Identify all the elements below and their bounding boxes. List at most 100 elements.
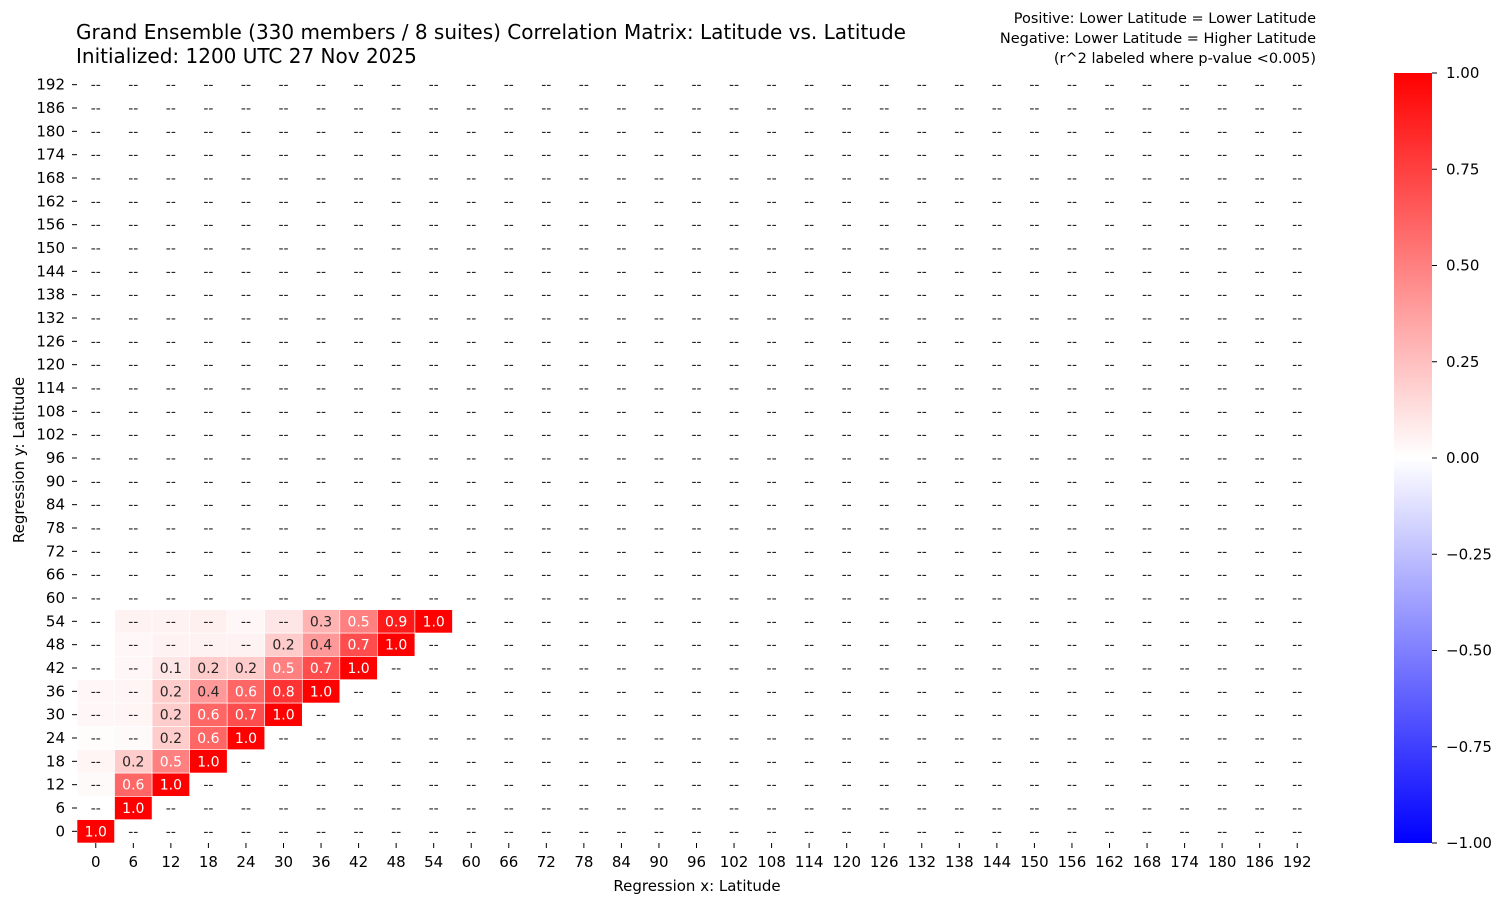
cell-missing-label: -- bbox=[1180, 544, 1190, 560]
cell-missing-label: -- bbox=[429, 171, 439, 187]
cell-missing-label: -- bbox=[992, 78, 1002, 94]
cell-missing-label: -- bbox=[1292, 731, 1302, 747]
cell-value-label: 0.2 bbox=[160, 708, 182, 724]
cell-missing-label: -- bbox=[1029, 614, 1039, 630]
cell-missing-label: -- bbox=[429, 194, 439, 210]
cell-missing-label: -- bbox=[203, 358, 213, 374]
cell-missing-label: -- bbox=[429, 801, 439, 817]
cell-missing-label: -- bbox=[1029, 754, 1039, 770]
cell-missing-label: -- bbox=[316, 451, 326, 467]
cell-missing-label: -- bbox=[842, 404, 852, 420]
cell-missing-label: -- bbox=[466, 218, 476, 234]
cell-missing-label: -- bbox=[879, 824, 889, 840]
cell-missing-label: -- bbox=[616, 591, 626, 607]
cell-missing-label: -- bbox=[729, 358, 739, 374]
cell-missing-label: -- bbox=[1104, 171, 1114, 187]
cell-missing-label: -- bbox=[128, 334, 138, 350]
cell-missing-label: -- bbox=[691, 521, 701, 537]
cell-missing-label: -- bbox=[804, 311, 814, 327]
cell-missing-label: -- bbox=[278, 334, 288, 350]
cell-missing-label: -- bbox=[1104, 544, 1114, 560]
cell-missing-label: -- bbox=[504, 404, 514, 420]
cell-missing-label: -- bbox=[166, 568, 176, 584]
cell-missing-label: -- bbox=[1292, 148, 1302, 164]
cell-missing-label: -- bbox=[1255, 148, 1265, 164]
cell-missing-label: -- bbox=[616, 824, 626, 840]
cell-missing-label: -- bbox=[278, 241, 288, 257]
cell-missing-label: -- bbox=[354, 824, 364, 840]
cell-missing-label: -- bbox=[1029, 801, 1039, 817]
cell-missing-label: -- bbox=[842, 521, 852, 537]
cell-value-label: 1.0 bbox=[347, 661, 369, 677]
cell-missing-label: -- bbox=[429, 124, 439, 140]
cell-missing-label: -- bbox=[1029, 684, 1039, 700]
cell-missing-label: -- bbox=[992, 124, 1002, 140]
cell-missing-label: -- bbox=[691, 194, 701, 210]
cell-missing-label: -- bbox=[579, 101, 589, 117]
cell-missing-label: -- bbox=[954, 754, 964, 770]
cell-missing-label: -- bbox=[992, 498, 1002, 514]
cell-missing-label: -- bbox=[429, 288, 439, 304]
cell-missing-label: -- bbox=[917, 241, 927, 257]
cell-missing-label: -- bbox=[767, 778, 777, 794]
cell-missing-label: -- bbox=[879, 778, 889, 794]
cell-missing-label: -- bbox=[654, 708, 664, 724]
cell-missing-label: -- bbox=[391, 661, 401, 677]
cell-missing-label: -- bbox=[804, 778, 814, 794]
cell-missing-label: -- bbox=[429, 474, 439, 490]
cell-missing-label: -- bbox=[1104, 194, 1114, 210]
cell-missing-label: -- bbox=[466, 101, 476, 117]
cell-missing-label: -- bbox=[804, 428, 814, 444]
cell-missing-label: -- bbox=[1292, 381, 1302, 397]
cell-missing-label: -- bbox=[1255, 544, 1265, 560]
cell-missing-label: -- bbox=[842, 264, 852, 280]
cell-missing-label: -- bbox=[1255, 334, 1265, 350]
cell-missing-label: -- bbox=[1255, 288, 1265, 304]
cell-missing-label: -- bbox=[1104, 78, 1114, 94]
cell-missing-label: -- bbox=[241, 801, 251, 817]
cell-missing-label: -- bbox=[1142, 684, 1152, 700]
cell-missing-label: -- bbox=[466, 754, 476, 770]
cell-value-label: 0.2 bbox=[272, 638, 294, 654]
cell-missing-label: -- bbox=[992, 451, 1002, 467]
cell-missing-label: -- bbox=[91, 708, 101, 724]
cell-missing-label: -- bbox=[992, 474, 1002, 490]
cell-missing-label: -- bbox=[1292, 241, 1302, 257]
cell-missing-label: -- bbox=[579, 404, 589, 420]
cell-missing-label: -- bbox=[804, 754, 814, 770]
cell-missing-label: -- bbox=[541, 684, 551, 700]
cell-missing-label: -- bbox=[166, 474, 176, 490]
cell-missing-label: -- bbox=[354, 334, 364, 350]
cell-missing-label: -- bbox=[391, 264, 401, 280]
cell-missing-label: -- bbox=[654, 404, 664, 420]
cell-missing-label: -- bbox=[203, 778, 213, 794]
cell-missing-label: -- bbox=[954, 661, 964, 677]
cell-missing-label: -- bbox=[354, 194, 364, 210]
cell-missing-label: -- bbox=[91, 684, 101, 700]
cell-missing-label: -- bbox=[917, 778, 927, 794]
cell-missing-label: -- bbox=[1217, 78, 1227, 94]
cell-missing-label: -- bbox=[917, 358, 927, 374]
cell-missing-label: -- bbox=[203, 428, 213, 444]
cell-missing-label: -- bbox=[541, 661, 551, 677]
cell-missing-label: -- bbox=[616, 404, 626, 420]
cell-missing-label: -- bbox=[166, 591, 176, 607]
cell-missing-label: -- bbox=[466, 124, 476, 140]
chart-note-line2: Negative: Lower Latitude = Higher Latitu… bbox=[999, 31, 1316, 47]
cell-missing-label: -- bbox=[954, 171, 964, 187]
cell-missing-label: -- bbox=[128, 661, 138, 677]
cell-missing-label: -- bbox=[1142, 614, 1152, 630]
cell-value-label: 1.0 bbox=[385, 638, 407, 654]
cell-missing-label: -- bbox=[879, 474, 889, 490]
x-tick-label: 180 bbox=[1208, 853, 1237, 871]
cell-missing-label: -- bbox=[1180, 614, 1190, 630]
cell-missing-label: -- bbox=[316, 241, 326, 257]
cell-missing-label: -- bbox=[241, 381, 251, 397]
cell-missing-label: -- bbox=[879, 358, 889, 374]
cell-value-label: 0.6 bbox=[197, 708, 219, 724]
cell-missing-label: -- bbox=[1255, 521, 1265, 537]
y-tick-label: 186 bbox=[36, 99, 65, 117]
cell-value-label: 1.0 bbox=[235, 731, 257, 747]
y-tick-label: 192 bbox=[36, 76, 65, 94]
cell-missing-label: -- bbox=[391, 451, 401, 467]
